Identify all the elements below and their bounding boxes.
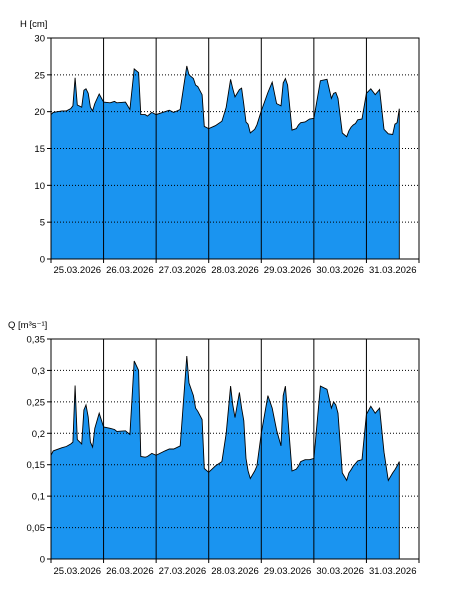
y-tick-label: 0,25	[27, 397, 46, 408]
x-tick-label: 27.03.2026	[159, 566, 207, 577]
y-tick-label: 0,05	[27, 523, 46, 534]
x-tick-label: 29.03.2026	[264, 566, 312, 577]
x-tick-label: 31.03.2026	[369, 566, 417, 577]
chart-panel-2: 0 0,05 0,1 0,15 0,2 0,25 0,3 0,35 25.03.2026 26.0…	[8, 320, 420, 577]
series-line	[50, 65, 400, 259]
y-tick-label: 10	[34, 181, 45, 192]
y-tick-label: 20	[34, 107, 45, 118]
x-tick-label: 30.03.2026	[316, 566, 364, 577]
plot-frame	[50, 338, 420, 560]
x-tick-label: 25.03.2026	[54, 265, 102, 276]
series-line	[50, 355, 400, 559]
y-tick-label: 0,3	[32, 366, 45, 377]
x-tick-label: 25.03.2026	[54, 566, 102, 577]
y-tick-label: 15	[34, 144, 45, 155]
y-tick-label: 0,15	[27, 460, 46, 471]
y-tick-label: 0,1	[32, 492, 45, 503]
chart-panel-1: 0 5 10 15 20 25 30 25.03.2026 26.03.2026 27.03.20…	[20, 19, 420, 276]
y-tick-label: 0,35	[27, 335, 46, 346]
x-tick-label: 28.03.2026	[211, 566, 259, 577]
y-tick-label: 0,2	[32, 429, 45, 440]
y-tick-label: 0	[40, 255, 45, 266]
x-tick-label: 26.03.2026	[106, 265, 154, 276]
x-tick-label: 27.03.2026	[159, 265, 207, 276]
y-tick-label: 25	[34, 70, 45, 81]
plot-frame	[50, 37, 420, 260]
series-area	[51, 356, 400, 559]
series-area	[51, 66, 400, 259]
x-tick-label: 29.03.2026	[264, 265, 312, 276]
x-tick-label: 28.03.2026	[211, 265, 259, 276]
y-tick-label: 0	[40, 555, 45, 566]
y-tick-label: 30	[34, 34, 45, 45]
y-tick-label: 5	[40, 218, 45, 229]
y-axis-title: H [cm]	[20, 19, 47, 30]
x-tick-label: 30.03.2026	[316, 265, 364, 276]
y-axis-title: Q [m³s⁻¹]	[8, 320, 47, 331]
x-tick-label: 26.03.2026	[106, 566, 154, 577]
x-tick-label: 31.03.2026	[369, 265, 417, 276]
